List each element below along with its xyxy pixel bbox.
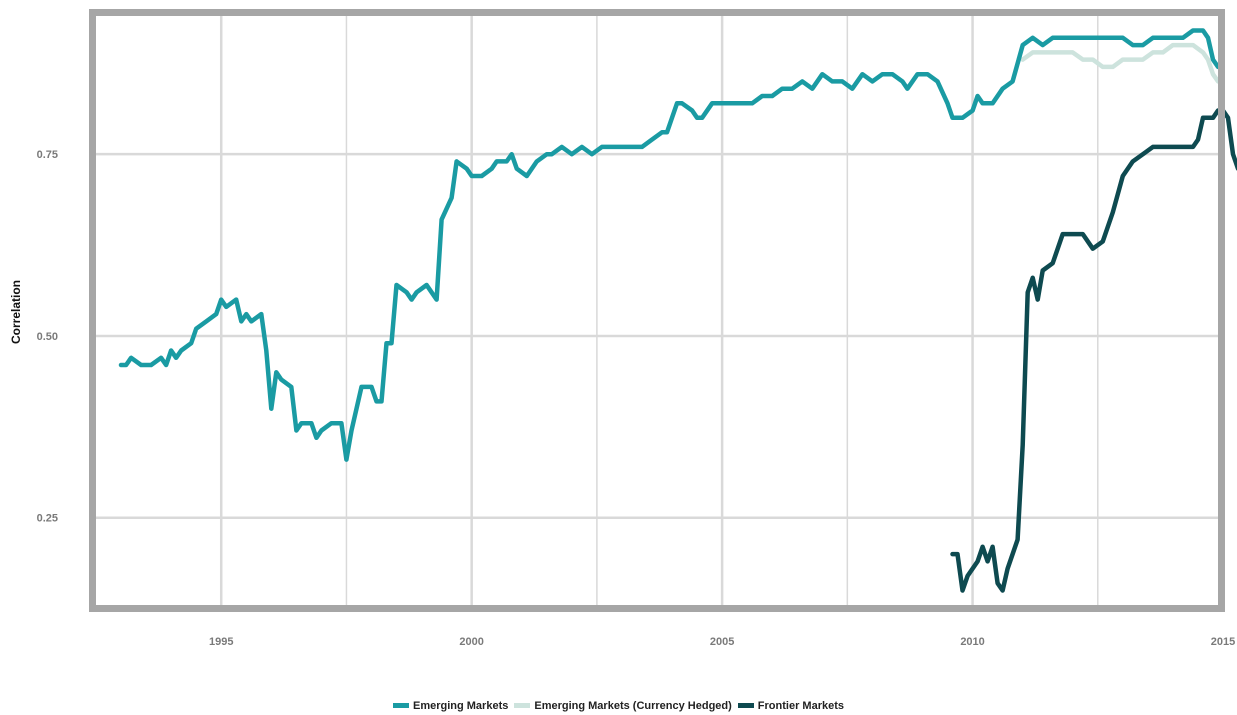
chart: 1995 2000 2005 2010 2015 0.25 0.50 0.75 Correla… [9, 9, 1237, 648]
x-tick-label: 2000 [459, 636, 483, 648]
legend-item: Frontier Markets [737, 699, 844, 712]
legend-swatch [392, 703, 409, 708]
x-tick-label: 1995 [209, 636, 233, 648]
tick-labels: 1995 2000 2005 2010 2015 0.25 0.50 0.75 [37, 149, 1236, 648]
plot-frame [89, 9, 1225, 612]
y-tick-label: 0.25 [37, 513, 58, 525]
legend-label: Emerging Markets [412, 699, 509, 712]
y-tick-label: 0.75 [37, 149, 58, 161]
series-layer [118, 28, 1237, 593]
legend-swatch [514, 703, 531, 708]
legend-swatch [737, 703, 754, 708]
y-tick-label: 0.50 [37, 331, 58, 343]
legend-label: Frontier Markets [757, 699, 844, 712]
series-line-frontier-markets [950, 108, 1237, 593]
series-line-emerging-markets-currency-hedged [1020, 42, 1221, 84]
grid [96, 16, 1218, 605]
x-tick-label: 2015 [1211, 636, 1235, 648]
legend-item: Emerging Markets (Currency Hedged) [514, 699, 732, 712]
legend-label: Emerging Markets (Currency Hedged) [534, 699, 732, 712]
x-tick-label: 2010 [960, 636, 984, 648]
legend: Emerging Markets Emerging Markets (Curren… [0, 699, 1237, 712]
series-line-emerging-markets [118, 28, 1221, 462]
legend-item: Emerging Markets [392, 699, 509, 712]
x-tick-label: 2005 [710, 636, 734, 648]
y-axis-title: Correlation [9, 280, 23, 344]
